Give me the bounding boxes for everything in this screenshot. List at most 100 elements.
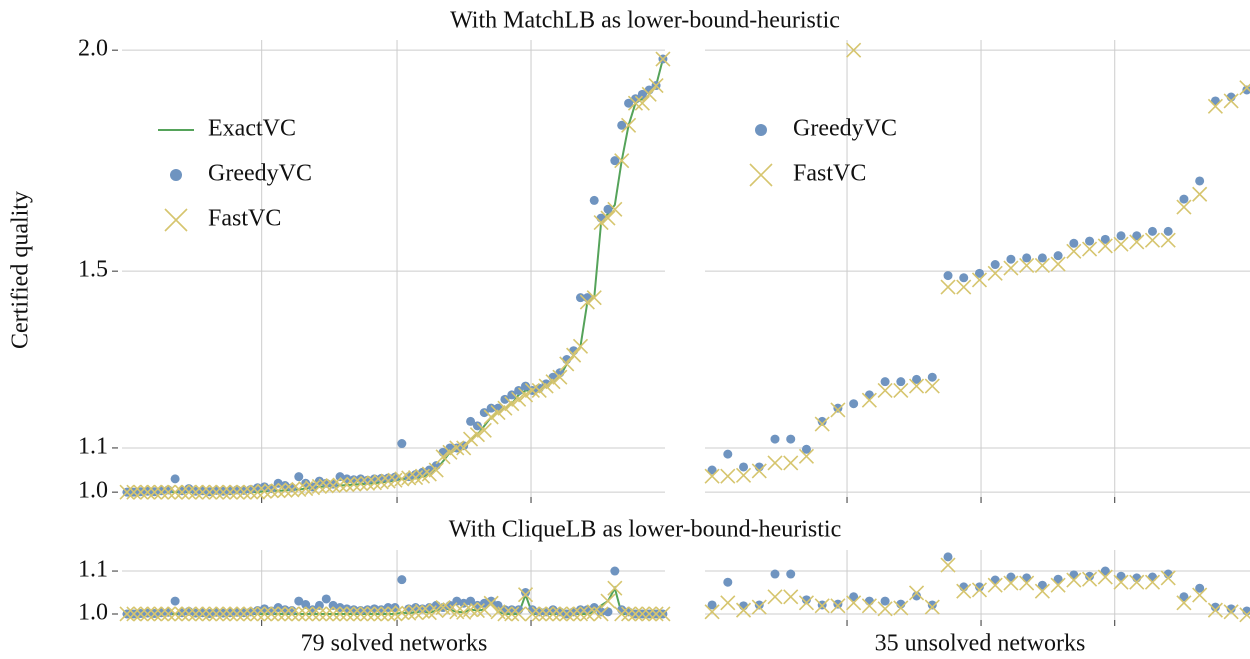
fast-cross: [940, 557, 956, 573]
greedy-dot: [170, 596, 180, 606]
legend-cross: [164, 208, 188, 232]
top-title: With MatchLB as lower-bound-heuristic: [450, 8, 840, 34]
fast-cross: [593, 606, 609, 622]
greedy-dot: [1006, 254, 1016, 264]
fast-cross: [1144, 574, 1161, 590]
greedy-dot: [1195, 583, 1205, 593]
greedy-dot: [466, 596, 476, 606]
greedy-dot: [589, 195, 599, 205]
greedy-dot: [1053, 574, 1063, 584]
greedy-dot: [723, 449, 733, 459]
greedy-dot: [163, 607, 173, 617]
fast-cross: [195, 606, 211, 622]
greedy-dot: [1179, 194, 1189, 204]
fast-cross: [559, 606, 575, 622]
fast-cross: [153, 484, 169, 500]
fast-cross: [325, 606, 341, 622]
fast-cross: [462, 602, 479, 618]
fast-cross: [1144, 232, 1161, 248]
fast-cross: [720, 595, 736, 611]
fast-cross: [298, 606, 314, 622]
greedy-dot: [1006, 572, 1016, 582]
y-tick-label: 1.0: [78, 478, 108, 504]
greedy-dot: [801, 444, 811, 454]
fast-cross: [401, 605, 417, 621]
greedy-dot: [1085, 571, 1095, 581]
fast-cross: [798, 595, 815, 611]
greedy-dot: [521, 381, 531, 391]
greedy-dot: [397, 439, 407, 449]
y-tick-label: 1.1: [78, 557, 108, 583]
greedy-dot: [294, 472, 304, 482]
fast-cross: [814, 416, 830, 432]
fast-cross: [783, 455, 799, 471]
fast-cross: [153, 606, 169, 622]
fast-cross: [229, 484, 245, 500]
fast-cross: [783, 589, 799, 605]
greedy-dot: [466, 416, 476, 426]
fast-cross: [798, 448, 815, 464]
fast-cross: [1160, 570, 1176, 586]
fast-cross: [971, 272, 988, 288]
x-axis-label: 79 solved networks: [301, 631, 488, 657]
fast-cross: [1082, 241, 1098, 257]
fast-cross: [188, 606, 204, 622]
fast-cross: [614, 153, 630, 169]
fast-cross: [167, 484, 183, 500]
greedy-dot: [1069, 238, 1079, 248]
fast-cross: [359, 606, 376, 622]
greedy-dot: [1022, 253, 1032, 263]
fast-cross: [380, 606, 396, 622]
fast-cross: [490, 405, 506, 421]
greedy-dot: [849, 592, 859, 602]
fast-cross: [249, 484, 266, 500]
greedy-dot: [1116, 571, 1126, 581]
fast-cross: [524, 606, 540, 622]
greedy-dot: [637, 89, 647, 99]
fast-cross: [572, 606, 589, 622]
greedy-dot: [801, 595, 811, 605]
fast-cross: [428, 462, 444, 478]
fast-cross: [600, 593, 616, 609]
greedy-dot: [397, 575, 407, 585]
greedy-dot: [707, 465, 717, 475]
fast-cross: [353, 476, 369, 492]
greedy-dot: [833, 403, 843, 413]
greedy-dot: [786, 569, 796, 579]
fast-cross: [146, 606, 163, 622]
fast-cross: [195, 484, 211, 500]
fast-cross: [236, 484, 252, 500]
greedy-dot: [1037, 253, 1047, 263]
fast-cross: [119, 484, 135, 500]
fast-cross: [524, 382, 540, 399]
fast-cross: [648, 606, 664, 622]
greedy-dot: [817, 416, 827, 426]
greedy-dot: [1132, 231, 1142, 241]
greedy-dot: [786, 434, 796, 444]
greedy-dot: [990, 260, 1000, 270]
fast-cross: [655, 51, 671, 67]
greedy-dot: [1053, 251, 1063, 261]
fast-cross: [435, 449, 451, 465]
legend-cross: [749, 163, 773, 187]
fast-cross: [956, 279, 972, 295]
fast-cross: [621, 117, 637, 133]
fast-cross: [476, 422, 492, 438]
fast-cross: [648, 77, 664, 94]
fast-cross: [359, 475, 376, 491]
fast-cross: [634, 606, 650, 622]
fast-cross: [222, 484, 238, 500]
greedy-dot: [314, 600, 324, 610]
legend-label: FastVC: [208, 206, 281, 232]
fast-cross: [1003, 575, 1019, 591]
fast-cross: [277, 482, 293, 498]
greedy-dot: [1022, 573, 1032, 583]
greedy-dot: [624, 98, 634, 108]
fast-cross: [325, 477, 341, 494]
fast-cross: [497, 400, 513, 416]
fast-cross: [201, 606, 218, 622]
greedy-dot: [1195, 176, 1205, 186]
greedy-dot: [1100, 566, 1110, 576]
fast-cross: [908, 585, 925, 601]
fast-cross: [339, 477, 355, 493]
